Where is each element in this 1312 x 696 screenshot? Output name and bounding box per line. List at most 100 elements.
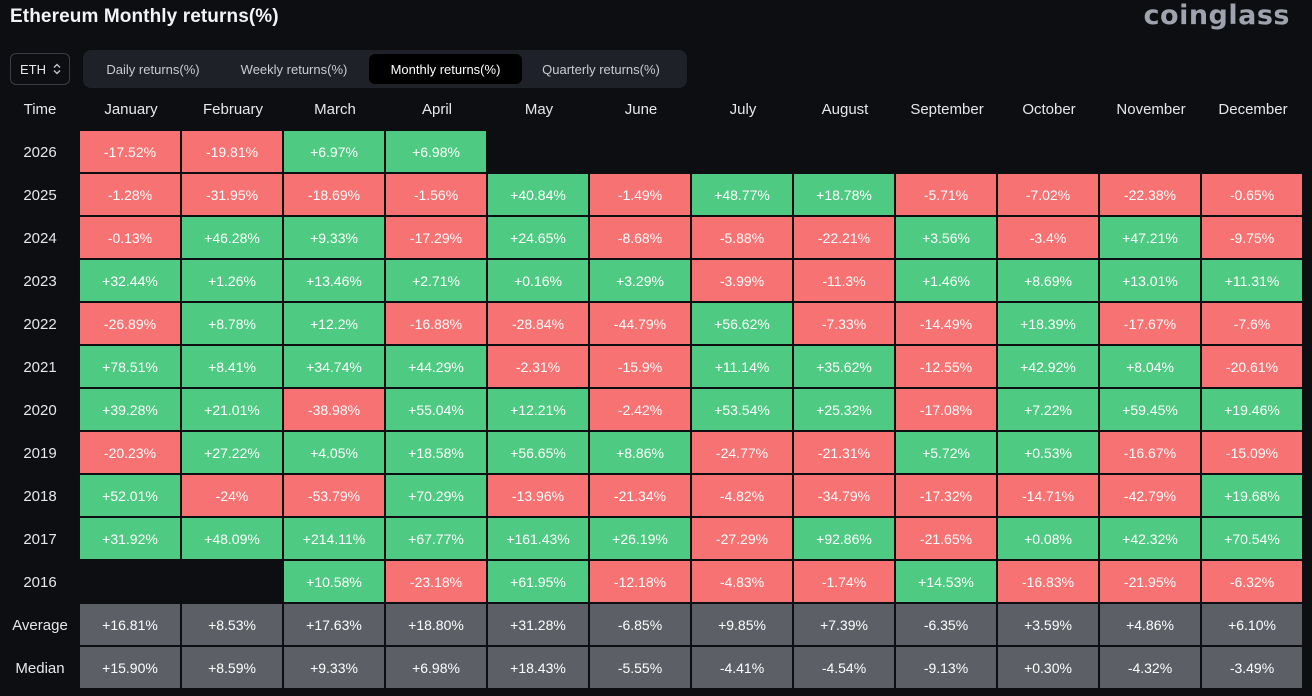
return-cell-2016-april: -23.18% [386,561,488,604]
return-cell-2017-march: +214.11% [284,518,386,561]
return-cell-2016-june: -12.18% [590,561,692,604]
month-header-december: December [1218,101,1288,118]
row-label-2018: 2018 [23,488,57,505]
return-cell-2024-march: +9.33% [284,217,386,260]
return-cell-median-july: -4.41% [692,647,794,690]
return-cell-2016-may: +61.95% [488,561,590,604]
return-cell-2022-december: -7.6% [1202,303,1304,346]
return-cell-2016-september: +14.53% [896,561,998,604]
return-cell-2025-september: -5.71% [896,174,998,217]
tab-monthly-returns[interactable]: Monthly returns(%) [369,54,522,84]
row-label-median: Median [15,660,65,677]
return-cell-2016-october: -16.83% [998,561,1100,604]
return-cell-2021-january: +78.51% [80,346,182,389]
return-cell-2022-march: +12.2% [284,303,386,346]
return-cell-2022-june: -44.79% [590,303,692,346]
return-cell-2023-december: +11.31% [1202,260,1304,303]
row-label-average: Average [12,617,68,634]
return-cell-2026-september [896,131,998,174]
return-cell-median-february: +8.59% [182,647,284,690]
return-cell-2023-september: +1.46% [896,260,998,303]
return-cell-2025-december: -0.65% [1202,174,1304,217]
month-header-june: June [624,101,658,118]
month-header-october: October [1022,101,1076,118]
return-cell-average-september: -6.35% [896,604,998,647]
return-cell-average-august: +7.39% [794,604,896,647]
return-cell-2017-february: +48.09% [182,518,284,561]
return-cell-2025-october: -7.02% [998,174,1100,217]
return-cell-2018-august: -34.79% [794,475,896,518]
return-cell-2019-august: -21.31% [794,432,896,475]
monthly-returns-table: Time January February March April May June Jul… [0,88,1304,690]
return-cell-2021-july: +11.14% [692,346,794,389]
time-column-header: Time [23,101,57,118]
coin-select[interactable]: ETH [10,53,70,85]
month-header-march: March [314,101,356,118]
return-cell-average-may: +31.28% [488,604,590,647]
return-cell-2018-january: +52.01% [80,475,182,518]
return-cell-median-april: +6.98% [386,647,488,690]
return-cell-2026-january: -17.52% [80,131,182,174]
return-cell-2017-november: +42.32% [1100,518,1202,561]
return-cell-2023-october: +8.69% [998,260,1100,303]
return-cell-average-march: +17.63% [284,604,386,647]
return-cell-median-june: -5.55% [590,647,692,690]
return-cell-2016-november: -21.95% [1100,561,1202,604]
return-cell-2023-august: -11.3% [794,260,896,303]
return-cell-2025-july: +48.77% [692,174,794,217]
return-cell-2020-december: +19.46% [1202,389,1304,432]
return-cell-2023-november: +13.01% [1100,260,1202,303]
return-cell-2023-march: +13.46% [284,260,386,303]
return-cell-2026-october [998,131,1100,174]
return-cell-2018-october: -14.71% [998,475,1100,518]
month-header-september: September [910,101,984,118]
return-cell-2017-august: +92.86% [794,518,896,561]
return-cell-2024-february: +46.28% [182,217,284,260]
tab-daily-returns[interactable]: Daily returns(%) [106,61,200,77]
return-cell-average-june: -6.85% [590,604,692,647]
month-header-november: November [1116,101,1186,118]
return-cell-median-november: -4.32% [1100,647,1202,690]
return-cell-2017-december: +70.54% [1202,518,1304,561]
return-cell-2019-july: -24.77% [692,432,794,475]
row-label-2023: 2023 [23,273,57,290]
row-label-2020: 2020 [23,402,57,419]
return-cell-2021-september: -12.55% [896,346,998,389]
return-cell-median-march: +9.33% [284,647,386,690]
return-cell-2024-november: +47.21% [1100,217,1202,260]
return-cell-2016-december: -6.32% [1202,561,1304,604]
return-cell-2022-april: -16.88% [386,303,488,346]
return-cell-2020-july: +53.54% [692,389,794,432]
row-label-2022: 2022 [23,316,57,333]
row-label-2017: 2017 [23,531,57,548]
tab-quarterly-returns[interactable]: Quarterly returns(%) [542,61,660,77]
return-cell-2020-april: +55.04% [386,389,488,432]
return-cell-2025-august: +18.78% [794,174,896,217]
month-header-august: August [821,101,869,118]
return-cell-2022-may: -28.84% [488,303,590,346]
return-cell-2017-june: +26.19% [590,518,692,561]
return-cell-2016-march: +10.58% [284,561,386,604]
return-cell-2020-january: +39.28% [80,389,182,432]
return-cell-2020-june: -2.42% [590,389,692,432]
return-cell-median-january: +15.90% [80,647,182,690]
tab-weekly-returns[interactable]: Weekly returns(%) [240,61,348,77]
return-cell-2022-november: -17.67% [1100,303,1202,346]
return-cell-2024-july: -5.88% [692,217,794,260]
return-cell-2017-april: +67.77% [386,518,488,561]
return-cell-2026-june [590,131,692,174]
row-label-2016: 2016 [23,574,57,591]
return-cell-average-december: +6.10% [1202,604,1304,647]
return-cell-2021-april: +44.29% [386,346,488,389]
return-cell-2020-october: +7.22% [998,389,1100,432]
month-header-may: May [524,101,554,118]
return-cell-2016-july: -4.83% [692,561,794,604]
return-cell-median-august: -4.54% [794,647,896,690]
return-cell-2021-august: +35.62% [794,346,896,389]
return-cell-2026-may [488,131,590,174]
return-cell-2020-november: +59.45% [1100,389,1202,432]
return-cell-2020-september: -17.08% [896,389,998,432]
return-cell-2026-november [1100,131,1202,174]
return-cell-2020-may: +12.21% [488,389,590,432]
chevron-up-down-icon [53,63,61,75]
